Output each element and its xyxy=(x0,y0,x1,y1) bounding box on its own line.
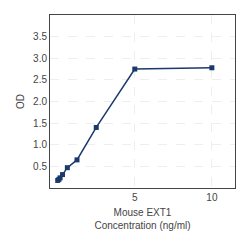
svg-text:5: 5 xyxy=(132,192,138,203)
svg-text:0.5: 0.5 xyxy=(33,161,47,172)
svg-text:3.5: 3.5 xyxy=(33,31,47,42)
svg-text:1.0: 1.0 xyxy=(33,139,47,150)
svg-text:3.0: 3.0 xyxy=(33,53,47,64)
svg-text:Mouse EXT1Concentration (ng/ml: Mouse EXT1Concentration (ng/ml) xyxy=(94,207,190,231)
svg-text:2.0: 2.0 xyxy=(33,96,47,107)
svg-text:2.5: 2.5 xyxy=(33,74,47,85)
svg-text:1.5: 1.5 xyxy=(33,118,47,129)
svg-text:OD: OD xyxy=(15,94,26,109)
svg-text:10: 10 xyxy=(206,192,218,203)
